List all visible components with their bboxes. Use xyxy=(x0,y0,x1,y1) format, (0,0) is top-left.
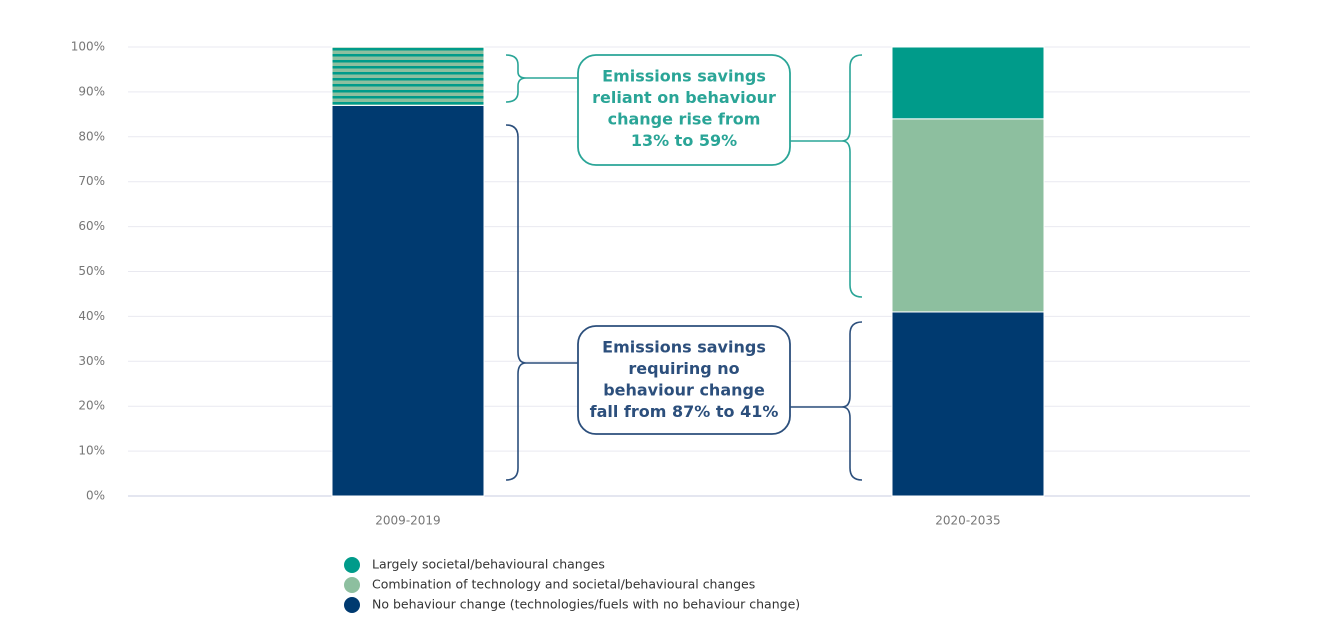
y-tick-label: 90% xyxy=(78,84,105,98)
legend-marker xyxy=(344,597,360,613)
legend-label: Largely societal/behavioural changes xyxy=(372,557,605,572)
bar-segment xyxy=(331,46,485,106)
y-tick-label: 50% xyxy=(78,264,105,278)
bar-segment xyxy=(891,118,1045,313)
annotation-box xyxy=(577,54,791,166)
annotation-text: Emissions savings xyxy=(602,67,766,86)
legend-label: No behaviour change (technologies/fuels … xyxy=(372,597,800,612)
annotation-text: 13% to 59% xyxy=(631,131,737,150)
y-tick-label: 100% xyxy=(71,40,105,54)
y-tick-label: 70% xyxy=(78,174,105,188)
x-tick-label: 2020-2035 xyxy=(935,514,1000,528)
y-tick-label: 30% xyxy=(78,354,105,368)
y-tick-label: 10% xyxy=(78,444,105,458)
annotation-text: reliant on behaviour xyxy=(592,88,776,107)
annotation-text: fall from 87% to 41% xyxy=(590,402,779,421)
bracket xyxy=(790,54,863,298)
y-tick-label: 20% xyxy=(78,399,105,413)
y-tick-label: 40% xyxy=(78,309,105,323)
legend-marker xyxy=(344,557,360,573)
annotation-text: behaviour change xyxy=(603,381,765,400)
annotation-text: change rise from xyxy=(608,110,761,129)
y-tick-label: 60% xyxy=(78,219,105,233)
bracket xyxy=(790,321,863,481)
y-tick-label: 0% xyxy=(86,489,105,503)
bracket xyxy=(505,124,578,481)
bar-segment xyxy=(891,311,1045,497)
bracket xyxy=(505,54,578,103)
legend-label: Combination of technology and societal/b… xyxy=(372,577,755,592)
brackets xyxy=(505,54,863,481)
y-tick-label: 80% xyxy=(78,129,105,143)
annotation-box xyxy=(577,325,791,435)
bar-segment xyxy=(891,46,1045,120)
x-tick-label: 2009-2019 xyxy=(375,514,440,528)
annotation-text: requiring no xyxy=(628,359,739,378)
annotation-text: Emissions savings xyxy=(602,338,766,357)
legend-marker xyxy=(344,577,360,593)
bar-segment xyxy=(331,104,485,497)
